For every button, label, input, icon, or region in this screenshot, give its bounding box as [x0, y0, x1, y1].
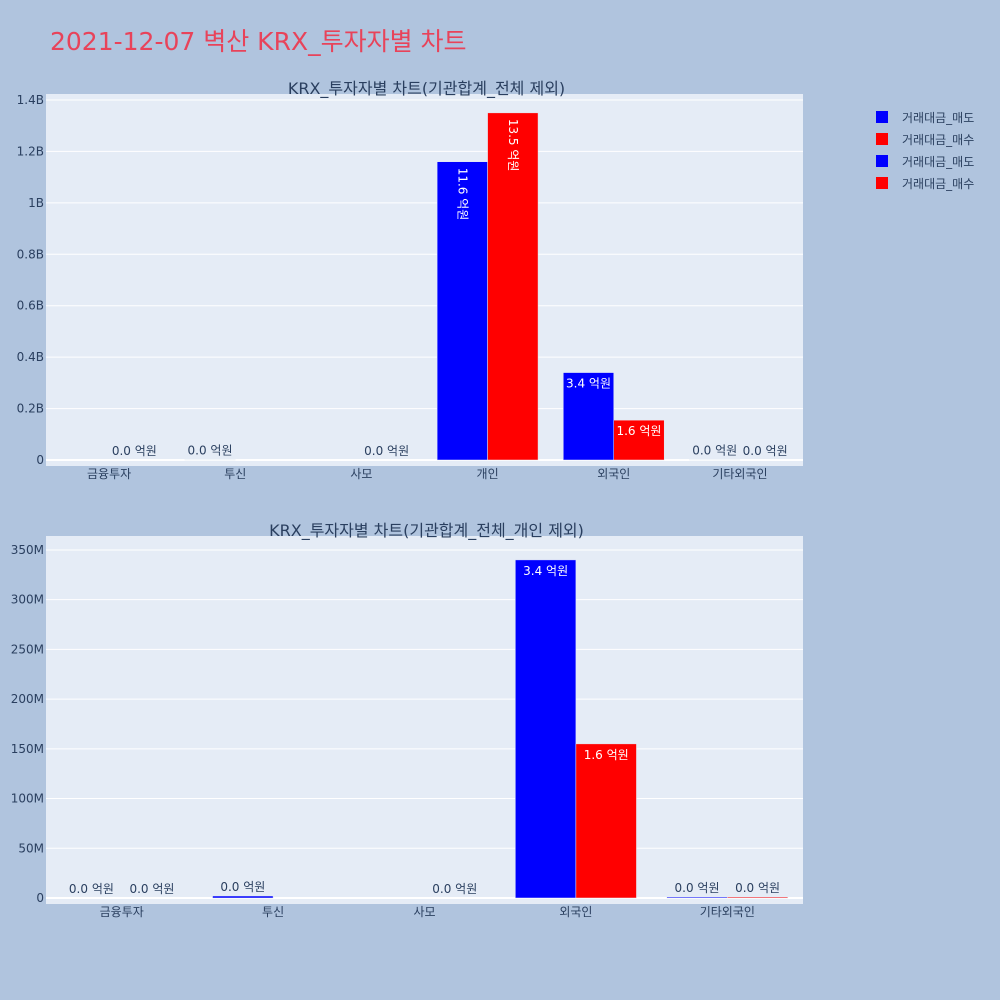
x-tick-label: 사모	[350, 467, 372, 481]
data-label: 0.0 억원	[743, 444, 788, 458]
bar[interactable]	[613, 419, 665, 461]
x-tick-label: 금융투자	[100, 905, 144, 919]
data-label: 0.0 억원	[129, 882, 174, 896]
y-tick-label: 1.2B	[17, 144, 44, 158]
data-label: 0.0 억원	[112, 444, 157, 458]
data-label: 0.0 억원	[69, 882, 114, 896]
page-title: 2021-12-07 벽산 KRX_투자자별 차트	[50, 27, 467, 56]
legend-label: 거래대금_매도	[902, 154, 975, 169]
y-tick-label: 0.8B	[17, 247, 44, 261]
legend-item[interactable]: 거래대금_매도	[876, 106, 974, 128]
data-label: 1.6 억원	[584, 748, 629, 762]
y-tick-label: 0.4B	[17, 350, 44, 364]
legend-label: 거래대금_매수	[902, 132, 975, 147]
x-tick-label: 사모	[413, 905, 435, 919]
legend-item[interactable]: 거래대금_매도	[876, 150, 974, 172]
legend-item[interactable]: 거래대금_매수	[876, 128, 974, 150]
legend-label: 거래대금_매도	[902, 110, 975, 125]
x-tick-label: 투신	[262, 905, 284, 919]
x-tick-label: 외국인	[559, 905, 592, 919]
bar[interactable]	[487, 112, 539, 461]
data-label: 1.6 억원	[616, 424, 661, 438]
data-label: 0.0 억원	[675, 881, 720, 895]
y-tick-label: 350M	[11, 543, 44, 557]
y-tick-label: 0.2B	[17, 402, 44, 416]
plot-area	[46, 94, 803, 466]
y-tick-label: 250M	[11, 642, 44, 656]
data-label: 3.4 억원	[566, 377, 611, 391]
x-tick-label: 개인	[477, 467, 499, 481]
data-label: 13.5 억원	[506, 119, 520, 172]
x-tick-label: 금융투자	[87, 467, 131, 481]
legend-swatch-icon	[876, 155, 888, 167]
data-label: 0.0 억원	[188, 444, 233, 458]
bar[interactable]	[727, 896, 789, 899]
legend-swatch-icon	[876, 111, 888, 123]
y-tick-label: 300M	[11, 593, 44, 607]
chart-title: KRX_투자자별 차트(기관합계_전체 제외)	[288, 79, 565, 99]
data-label: 0.0 억원	[735, 881, 780, 895]
data-label: 11.6 억원	[455, 168, 469, 221]
legend-swatch-icon	[876, 177, 888, 189]
y-tick-label: 200M	[11, 692, 44, 706]
plot-area	[46, 536, 803, 904]
bar[interactable]	[436, 161, 488, 461]
y-tick-label: 1B	[28, 196, 44, 210]
x-tick-label: 외국인	[597, 467, 630, 481]
bar[interactable]	[666, 896, 728, 899]
y-tick-label: 150M	[11, 742, 44, 756]
y-tick-label: 100M	[11, 792, 44, 806]
y-tick-label: 50M	[18, 841, 44, 855]
data-label: 0.0 억원	[364, 444, 409, 458]
x-tick-label: 기타외국인	[700, 905, 755, 919]
bar[interactable]	[515, 559, 577, 899]
data-label: 0.0 억원	[692, 444, 737, 458]
y-tick-label: 0.6B	[17, 299, 44, 313]
legend-label: 거래대금_매수	[902, 176, 975, 191]
y-tick-label: 1.4B	[17, 93, 44, 107]
data-label: 0.0 억원	[432, 882, 477, 896]
legend-swatch-icon	[876, 133, 888, 145]
legend[interactable]: 거래대금_매도 거래대금_매수 거래대금_매도 거래대금_매수	[876, 106, 974, 194]
chart-title: KRX_투자자별 차트(기관합계_전체_개인 제외)	[269, 521, 584, 541]
data-label: 0.0 억원	[220, 880, 265, 894]
data-label: 3.4 억원	[523, 564, 568, 578]
y-tick-label: 0	[36, 453, 44, 467]
bar[interactable]	[212, 895, 274, 899]
bar[interactable]	[563, 372, 614, 461]
y-tick-label: 0	[36, 891, 44, 905]
legend-item[interactable]: 거래대금_매수	[876, 172, 974, 194]
x-tick-label: 투신	[224, 467, 246, 481]
bar[interactable]	[575, 743, 637, 899]
x-tick-label: 기타외국인	[712, 467, 767, 481]
